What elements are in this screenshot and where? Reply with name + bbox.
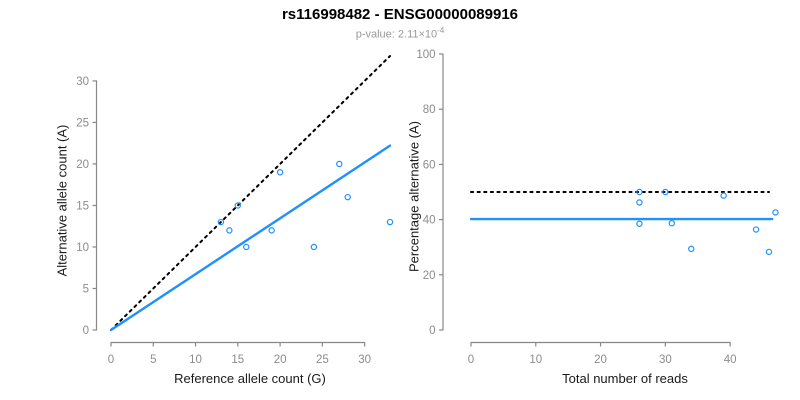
- data-point: [336, 160, 343, 168]
- x-tick-label: 40: [724, 354, 737, 366]
- x-tick-label: 0: [108, 354, 114, 366]
- right-yaxis-title: Percentage alternative (A): [406, 120, 422, 273]
- data-point: [720, 192, 727, 199]
- x-tick-label: 5: [150, 354, 156, 366]
- data-point: [268, 227, 275, 234]
- y-tick-label: 60: [423, 159, 436, 171]
- data-point: [386, 218, 394, 226]
- y-tick-label: 30: [76, 76, 89, 88]
- data-point: [765, 248, 773, 256]
- identity-line: [110, 55, 391, 331]
- allele-count-scatter-panel: 0 5 10 15 20 25 30 0 5 10 15 20 25 30: [76, 55, 394, 366]
- x-tick-label: 0: [468, 354, 474, 366]
- data-point: [234, 202, 242, 209]
- y-tick-label: 0: [83, 325, 89, 337]
- x-tick-label: 20: [594, 354, 607, 366]
- data-point: [636, 199, 643, 206]
- fit-line: [109, 144, 392, 332]
- pvalue-exponent: -4: [437, 26, 445, 35]
- y-tick-label: 40: [423, 215, 436, 227]
- data-point: [662, 188, 669, 196]
- data-point: [226, 227, 233, 234]
- x-tick-label: 25: [316, 354, 329, 366]
- figure-title: rs116998482 - ENSG00000089916: [281, 6, 519, 23]
- x-tick-label: 15: [231, 354, 244, 366]
- figure-subtitle: p-value: 2.11×10-4: [0, 26, 800, 41]
- data-point: [217, 218, 225, 226]
- data-point: [636, 188, 643, 196]
- x-tick-label: 30: [358, 354, 371, 366]
- left-xaxis-title: Reference allele count (G): [174, 371, 326, 386]
- data-point: [310, 243, 318, 251]
- data-point: [772, 209, 779, 216]
- percentage-scatter-panel: 0 10 20 30 40 0 20 40 60 80 100: [416, 49, 779, 366]
- pvalue-text: p-value: 2.11×10: [355, 28, 438, 41]
- data-point: [344, 193, 351, 201]
- x-tick-label: 10: [529, 354, 542, 366]
- data-point: [668, 219, 676, 227]
- data-point: [636, 220, 643, 227]
- y-tick-label: 80: [423, 104, 436, 116]
- y-tick-label: 5: [83, 283, 89, 295]
- x-tick-label: 10: [189, 354, 202, 366]
- y-tick-label: 100: [416, 49, 435, 61]
- data-point: [752, 226, 760, 233]
- y-tick-label: 25: [76, 117, 89, 129]
- y-tick-label: 20: [76, 159, 89, 171]
- left-yaxis-title: Alternative allele count (A): [54, 124, 70, 277]
- y-tick-label: 10: [76, 242, 89, 254]
- data-point: [688, 245, 695, 253]
- data-point: [243, 243, 250, 251]
- x-tick-label: 30: [659, 354, 672, 366]
- right-xaxis-title: Total number of reads: [562, 371, 688, 386]
- y-tick-label: 15: [76, 200, 89, 212]
- x-tick-label: 20: [274, 354, 287, 366]
- y-tick-label: 20: [423, 270, 436, 282]
- data-point: [276, 169, 284, 176]
- y-tick-label: 0: [429, 325, 435, 337]
